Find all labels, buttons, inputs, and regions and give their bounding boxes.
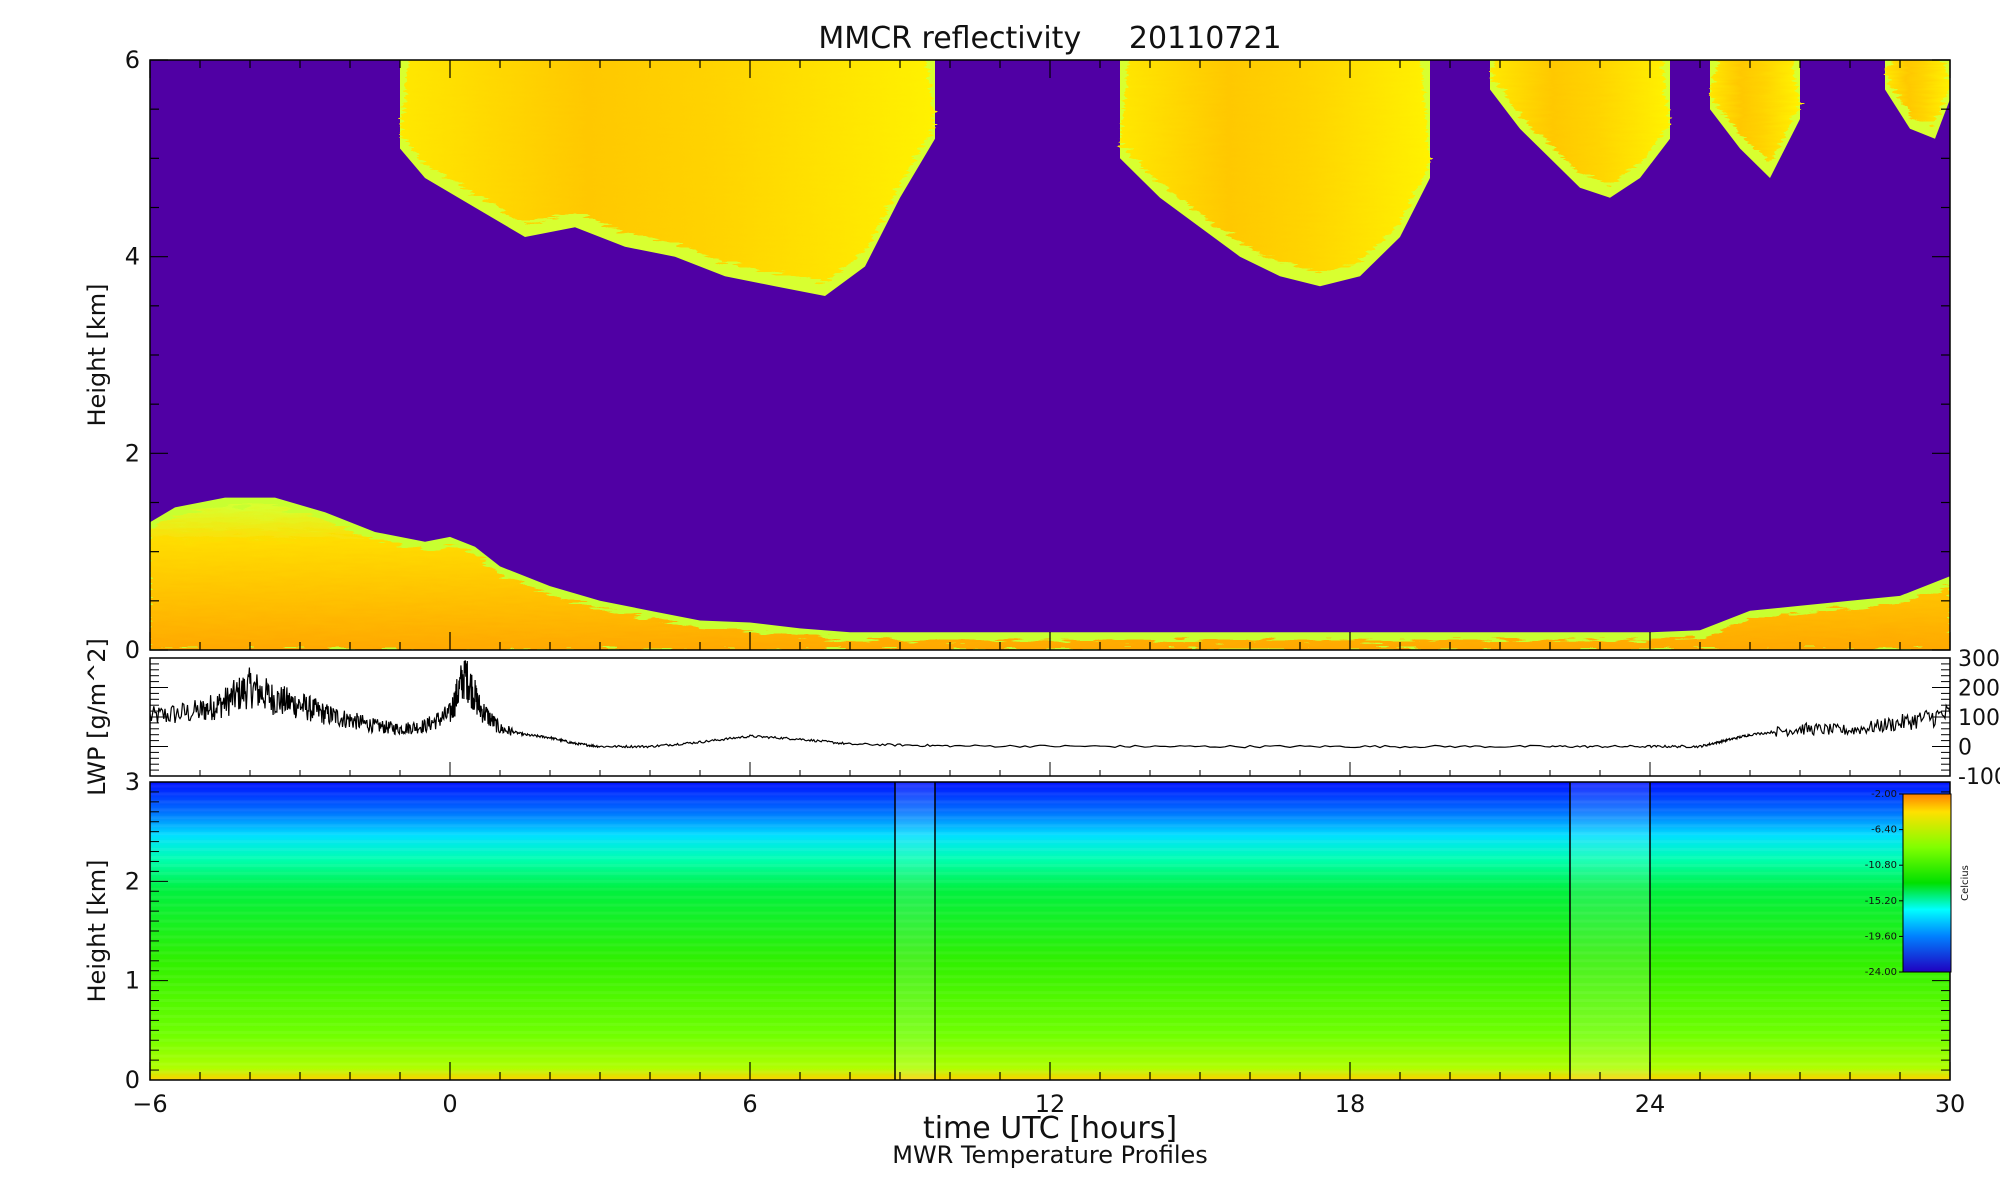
x-tick-label: 6: [742, 1090, 757, 1118]
reflectivity-ylabel: Height [km]: [83, 284, 111, 427]
x-tick-label: −6: [132, 1090, 167, 1118]
temp-y-tick-label: 2: [125, 867, 140, 895]
x-tick-label: 24: [1635, 1090, 1666, 1118]
chart-title: MMCR reflectivity 20110721: [818, 21, 1281, 56]
lwp-axes: 300 200 100 0 -100: [149, 647, 2000, 790]
boundary-layer-cloud: [150, 505, 1950, 650]
y-tick-label: 6: [125, 46, 140, 74]
colorbar: -2.00 -6.40 -10.80 -15.20 -19.60 -24.00 Celci…: [1865, 789, 1971, 978]
upper-cloud-1: [400, 60, 935, 282]
temp-y-tick-label: 3: [125, 768, 140, 796]
missing-data-gap: [1570, 782, 1650, 1080]
x-tick-label: 12: [1035, 1090, 1066, 1118]
missing-data-gap: [895, 782, 935, 1080]
reflectivity-marks: [150, 60, 1950, 650]
temp-y-tick-label: 0: [125, 1066, 140, 1094]
colorbar-tick-label: -6.40: [1871, 825, 1897, 836]
x-axis-label: time UTC [hours]: [923, 1111, 1177, 1146]
colorbar-tick-label: -24.00: [1865, 967, 1897, 978]
lwp-tick-label: 300: [1958, 647, 2000, 672]
colorbar-gradient: [1902, 793, 1952, 973]
temperature-ylabel: Height [km]: [83, 860, 111, 1003]
lwp-background: [150, 658, 1950, 776]
colorbar-tick-label: -10.80: [1865, 860, 1897, 871]
upper-cloud-4: [1710, 60, 1800, 164]
lwp-tick-label: 100: [1958, 706, 2000, 731]
colorbar-tick-label: -15.20: [1865, 896, 1897, 907]
lwp-series-line: [149, 660, 1951, 749]
lwp-tick-label: 0: [1958, 736, 1972, 761]
temp-y-tick-label: 1: [125, 967, 140, 995]
colorbar-tick-label: -19.60: [1865, 931, 1897, 942]
upper-cloud-3: [1490, 60, 1670, 184]
reflectivity-panel: 0 2 4 6 Height [km]: [83, 46, 1951, 664]
y-tick-label: 0: [125, 636, 140, 664]
lwp-tick-label: 200: [1958, 677, 2000, 702]
lwp-ylabel: LWP [g/m^2]: [83, 638, 111, 796]
colorbar-tick-label: -2.00: [1871, 789, 1897, 800]
lwp-marks: [149, 660, 1951, 749]
x-tick-label: 0: [442, 1090, 457, 1118]
y-tick-label: 2: [125, 439, 140, 467]
colorbar-label: Celcius: [1960, 865, 1971, 901]
colorbar-ticks: -2.00 -6.40 -10.80 -15.20 -19.60 -24.00: [1865, 789, 1903, 978]
upper-cloud-5: [1885, 60, 1950, 125]
temperature-title: MWR Temperature Profiles: [892, 1141, 1208, 1169]
lwp-panel: 300 200 100 0 -100 LWP [g/m^2]: [83, 638, 2000, 796]
upper-cloud-2: [1120, 60, 1430, 273]
lwp-tick-label: -100: [1958, 765, 2000, 790]
x-tick-label: 30: [1935, 1090, 1966, 1118]
x-tick-label: 18: [1335, 1090, 1366, 1118]
reflectivity-axes: 0 2 4 6: [125, 46, 1951, 664]
y-tick-label: 4: [125, 243, 140, 271]
